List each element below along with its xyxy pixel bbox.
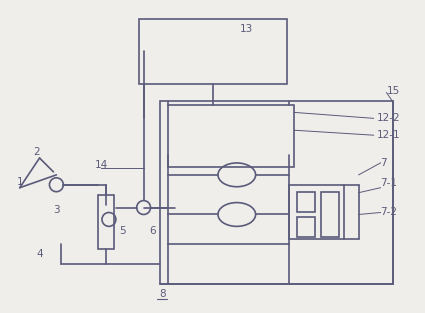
Text: 8: 8 bbox=[159, 289, 166, 299]
Text: 12-1: 12-1 bbox=[377, 130, 400, 140]
Bar bbox=[168, 105, 294, 167]
Text: 2: 2 bbox=[33, 147, 40, 157]
Text: 15: 15 bbox=[386, 85, 399, 95]
Text: 14: 14 bbox=[94, 160, 108, 170]
Bar bbox=[139, 19, 287, 84]
Text: 7-2: 7-2 bbox=[380, 208, 397, 218]
Text: 3: 3 bbox=[53, 204, 60, 214]
Text: 4: 4 bbox=[36, 249, 43, 259]
Bar bbox=[289, 185, 344, 239]
Text: 6: 6 bbox=[149, 226, 156, 236]
Bar bbox=[98, 195, 114, 249]
Bar bbox=[297, 192, 315, 212]
Text: 7: 7 bbox=[380, 158, 387, 168]
Text: 12-2: 12-2 bbox=[377, 113, 400, 123]
Bar bbox=[297, 218, 315, 237]
Bar bbox=[321, 192, 339, 237]
Text: 1: 1 bbox=[17, 177, 23, 187]
Text: 5: 5 bbox=[119, 226, 126, 236]
Text: 7-1: 7-1 bbox=[380, 178, 397, 188]
Bar bbox=[161, 100, 394, 284]
Text: 13: 13 bbox=[240, 24, 253, 34]
